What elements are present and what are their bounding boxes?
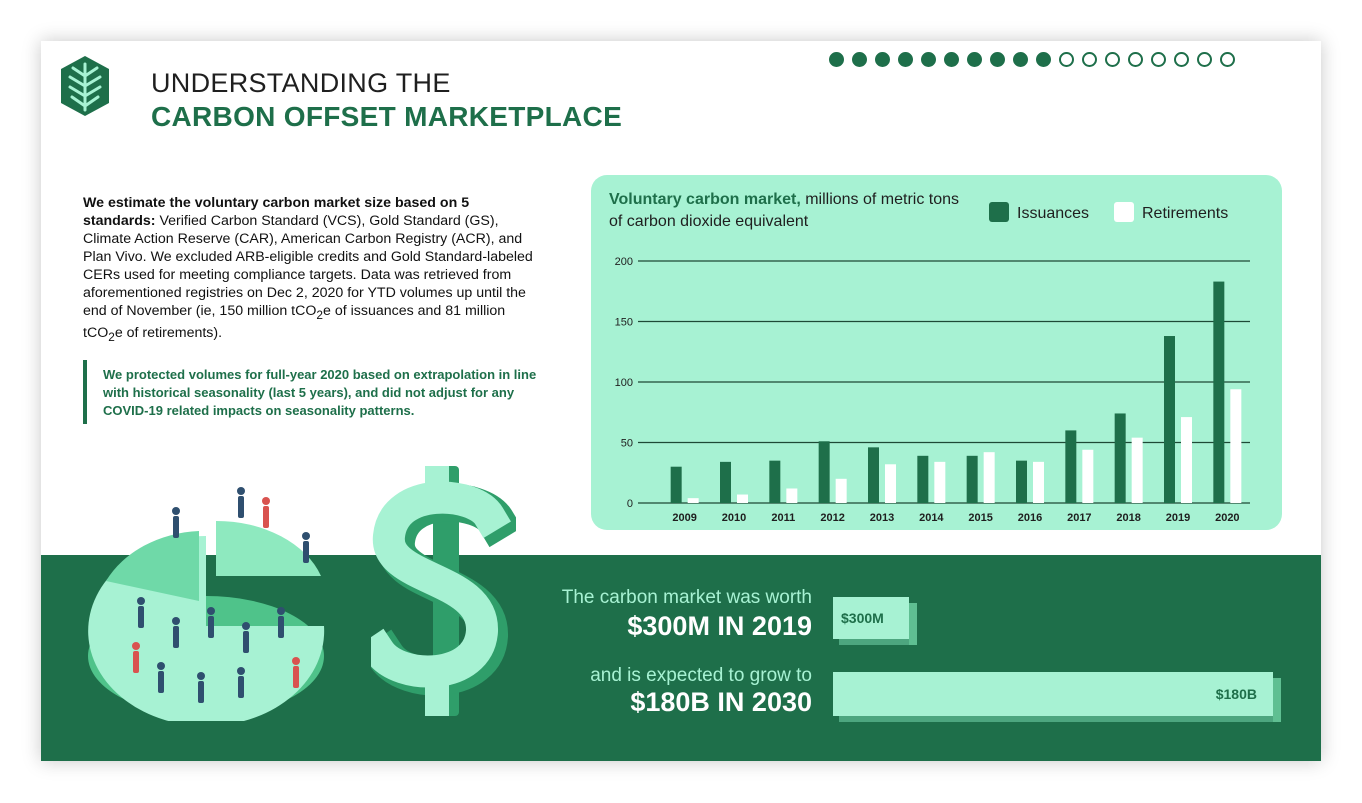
worth-value: $300M IN 2019 — [627, 611, 812, 641]
infographic-card: UNDERSTANDING THE CARBON OFFSET MARKETPL… — [41, 41, 1321, 761]
y-tick-label: 150 — [615, 317, 633, 329]
intro-sub2: 2 — [108, 329, 115, 344]
bar-issuances — [1114, 413, 1126, 503]
intro-sub1: 2 — [316, 307, 324, 322]
chart-title-bold: Voluntary carbon market, — [609, 191, 801, 208]
bar-issuances — [868, 447, 879, 503]
page-title-line2: CARBON OFFSET MARKETPLACE — [151, 101, 623, 132]
progress-dot-empty — [1105, 52, 1120, 67]
bar-retirements — [885, 464, 896, 503]
bar-issuances — [818, 441, 830, 503]
bar-issuances — [720, 461, 731, 503]
bar-issuances — [1213, 281, 1225, 503]
legend-label-retirements: Retirements — [1142, 205, 1229, 222]
leaf-hexagon-icon — [61, 56, 109, 116]
worth-caption: The carbon market was worth — [561, 587, 812, 608]
bar-retirements — [1131, 437, 1143, 503]
intro-text-a: Verified Carbon Standard (VCS), Gold Sta… — [83, 213, 533, 319]
grow-caption: and is expected to grow to — [590, 665, 812, 686]
bar-retirements — [687, 498, 699, 503]
progress-dot-empty — [1197, 52, 1212, 67]
legend-issuances: Issuances — [989, 202, 1089, 223]
bar-issuances — [917, 455, 929, 503]
chart-title: Voluntary carbon market, millions of met… — [609, 189, 969, 233]
grow-value: $180B IN 2030 — [630, 687, 812, 717]
bar-retirements — [786, 488, 798, 503]
bar-retirements — [934, 461, 946, 503]
progress-dot-empty — [1220, 52, 1235, 67]
legend-retirements: Retirements — [1114, 202, 1228, 223]
bar-180b-label: $180B — [1215, 686, 1257, 702]
intro-text-c: e of retirements). — [114, 324, 223, 341]
page-title-line1: UNDERSTANDING THE — [151, 68, 451, 98]
progress-dot-empty — [1128, 52, 1143, 67]
intro-bold: We estimate the voluntary carbon market … — [83, 195, 470, 229]
progress-dot-filled — [944, 52, 959, 67]
intro-paragraph: We estimate the voluntary carbon market … — [83, 194, 533, 346]
bar-retirements — [1082, 449, 1094, 503]
progress-dot-filled — [990, 52, 1005, 67]
y-tick-label: 0 — [627, 498, 633, 510]
progress-dot-filled — [852, 52, 867, 67]
bar-retirements — [1230, 389, 1242, 503]
progress-dot-filled — [1036, 52, 1051, 67]
bar-issuances — [769, 460, 781, 503]
progress-dot-empty — [1174, 52, 1189, 67]
bar-issuances — [670, 466, 682, 503]
pie-chart-people-icon — [88, 487, 325, 721]
progress-dot-filled — [875, 52, 890, 67]
x-tick-label: 2014 — [919, 512, 944, 524]
x-tick-label: 2012 — [820, 512, 844, 524]
bar-chart: 0 50 100 150 200 2009 2010 2011 2012 2013 2014 2015… — [615, 256, 1250, 524]
x-tick-label: 2017 — [1067, 512, 1091, 524]
bar-retirements — [737, 494, 748, 503]
chart-title-rest: millions of metric tons of carbon dioxid… — [609, 191, 960, 230]
y-tick-label: 100 — [615, 377, 633, 389]
x-tick-label: 2020 — [1215, 512, 1239, 524]
bar-issuances — [1016, 460, 1027, 503]
chart-panel: Voluntary carbon market, millions of met… — [591, 175, 1282, 530]
x-tick-label: 2010 — [722, 512, 746, 524]
extrapolation-note: We protected volumes for full-year 2020 … — [83, 360, 543, 424]
x-tick-label: 2016 — [1018, 512, 1042, 524]
x-tick-label: 2019 — [1166, 512, 1190, 524]
y-tick-label: 200 — [615, 256, 633, 268]
legend-swatch-retirements — [1114, 202, 1134, 222]
bar-180b: $180B — [833, 672, 1281, 722]
x-tick-label: 2015 — [968, 512, 992, 524]
x-tick-label: 2011 — [771, 512, 795, 524]
bar-retirements — [1033, 461, 1044, 503]
x-tick-label: 2013 — [870, 512, 894, 524]
progress-dot-filled — [967, 52, 982, 67]
progress-dot-empty — [1059, 52, 1074, 67]
bar-issuances — [1164, 336, 1175, 503]
progress-dot-empty — [1082, 52, 1097, 67]
intro-text-b: e of issuances and 81 million tCO — [83, 303, 506, 341]
progress-dot-filled — [829, 52, 844, 67]
progress-dots — [829, 52, 1243, 72]
y-tick-label: 50 — [621, 438, 633, 450]
progress-dot-filled — [898, 52, 913, 67]
bar-300m: $300M — [833, 597, 917, 645]
bar-300m-label: $300M — [841, 610, 884, 626]
legend-swatch-issuances — [989, 202, 1009, 222]
bar-issuances — [1065, 430, 1077, 503]
progress-dot-filled — [1013, 52, 1028, 67]
progress-dot-empty — [1151, 52, 1166, 67]
bar-retirements — [835, 478, 847, 503]
x-tick-label: 2018 — [1116, 512, 1140, 524]
legend-label-issuances: Issuances — [1017, 205, 1090, 222]
bar-issuances — [966, 455, 978, 503]
bar-retirements — [1181, 417, 1192, 503]
dollar-sign-icon — [371, 466, 516, 716]
bar-retirements — [983, 452, 995, 503]
x-tick-label: 2009 — [672, 512, 696, 524]
progress-dot-filled — [921, 52, 936, 67]
